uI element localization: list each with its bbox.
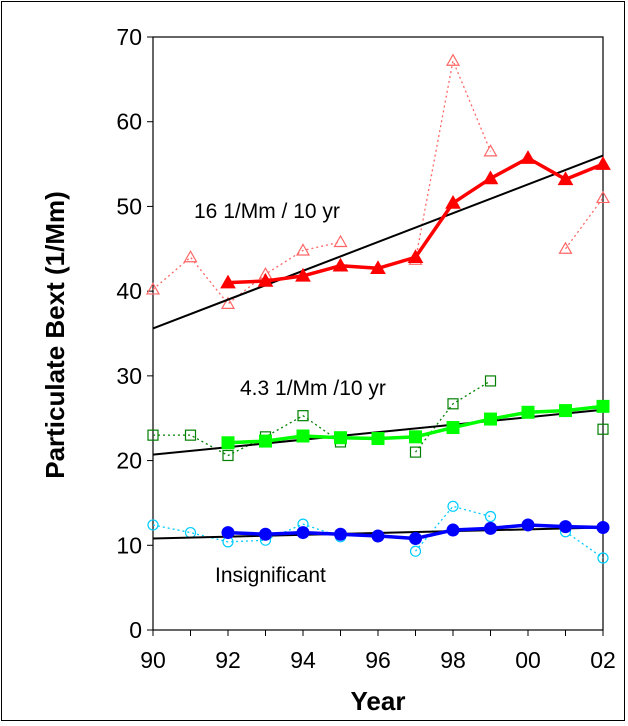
data-point-marker xyxy=(597,423,609,435)
data-point-marker xyxy=(370,260,386,275)
series-line xyxy=(414,60,492,260)
series-line xyxy=(152,523,341,543)
x-tick-label: 96 xyxy=(365,647,391,673)
series-line xyxy=(565,531,604,559)
data-point-marker xyxy=(332,257,349,272)
data-point-marker xyxy=(409,446,422,458)
y-tick-label: 70 xyxy=(116,24,142,50)
data-point-marker xyxy=(520,150,536,164)
data-point-marker xyxy=(484,412,497,426)
data-point-marker xyxy=(447,398,459,410)
x-tick-label: 00 xyxy=(515,647,541,673)
data-point-marker xyxy=(409,430,422,444)
series-line xyxy=(152,241,341,305)
data-point-marker xyxy=(559,404,572,418)
trend-annotation-low: Insignificant xyxy=(215,564,326,587)
data-point-marker xyxy=(221,526,235,540)
y-tick-label: 10 xyxy=(116,532,142,558)
trend-line xyxy=(152,154,604,330)
data-point-marker xyxy=(446,421,460,435)
data-point-marker xyxy=(596,399,610,413)
data-point-marker xyxy=(259,434,272,448)
data-point-marker xyxy=(222,449,234,462)
data-point-marker xyxy=(559,520,572,534)
data-point-marker xyxy=(147,429,159,441)
data-point-marker xyxy=(484,375,497,387)
data-point-marker xyxy=(409,532,422,546)
y-axis-title: Particulate Bext (1/Mm) xyxy=(40,191,70,479)
data-point-marker xyxy=(334,431,347,445)
data-point-marker xyxy=(447,500,459,512)
data-point-marker xyxy=(334,527,347,541)
data-point-marker xyxy=(558,241,573,254)
y-tick-label: 20 xyxy=(116,448,142,474)
data-point-marker xyxy=(220,274,236,289)
x-tick-label: 94 xyxy=(290,647,316,673)
data-point-marker xyxy=(371,529,385,543)
data-point-marker xyxy=(595,190,611,204)
data-point-marker xyxy=(521,518,535,532)
data-point-marker xyxy=(221,436,235,450)
y-tick-label: 40 xyxy=(116,278,142,304)
data-point-marker xyxy=(257,272,274,287)
data-point-marker xyxy=(296,429,310,443)
data-point-marker xyxy=(147,519,159,531)
x-tick-label: 90 xyxy=(140,647,166,673)
x-tick-label: 02 xyxy=(590,647,616,673)
trend-annotation-high: 16 1/Mm / 10 yr xyxy=(194,200,340,223)
series-line xyxy=(414,380,491,453)
data-point-marker xyxy=(409,545,422,557)
series-line xyxy=(564,197,604,250)
data-point-marker xyxy=(371,432,385,446)
trend-annotation-mid: 4.3 1/Mm /10 yr xyxy=(240,377,386,400)
data-point-marker xyxy=(483,144,498,157)
x-tick-label: 92 xyxy=(215,647,241,673)
data-point-marker xyxy=(297,410,309,422)
data-point-marker xyxy=(184,429,197,441)
data-point-marker xyxy=(595,156,611,170)
data-point-marker xyxy=(446,523,460,537)
data-point-marker xyxy=(184,526,197,539)
data-point-marker xyxy=(259,527,272,541)
data-point-marker xyxy=(407,249,424,264)
data-point-marker xyxy=(445,195,461,209)
data-point-marker xyxy=(484,521,497,535)
data-point-marker xyxy=(482,170,499,185)
y-tick-label: 0 xyxy=(129,617,142,643)
y-tick-label: 30 xyxy=(116,363,142,389)
data-point-marker xyxy=(521,405,535,419)
data-point-marker xyxy=(295,267,311,282)
data-point-marker xyxy=(484,510,497,523)
data-point-marker xyxy=(183,250,198,263)
data-point-marker xyxy=(296,526,310,540)
data-point-marker xyxy=(597,552,609,564)
y-tick-label: 60 xyxy=(116,109,142,135)
data-point-marker xyxy=(445,53,461,66)
data-point-marker xyxy=(295,243,311,256)
x-tick-label: 98 xyxy=(440,647,466,673)
data-point-marker xyxy=(145,282,161,295)
x-axis-title: Year xyxy=(351,686,406,716)
data-point-marker xyxy=(220,296,236,309)
data-point-marker xyxy=(557,171,574,186)
data-point-marker xyxy=(333,234,348,248)
data-point-marker xyxy=(596,520,610,534)
y-tick-label: 50 xyxy=(116,193,142,219)
